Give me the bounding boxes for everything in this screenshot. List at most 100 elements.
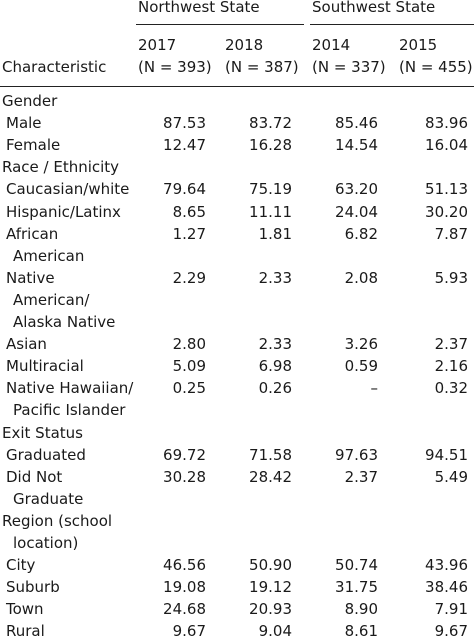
group-header-northwest: Northwest State [138,0,260,16]
table-cell: 7.87 [434,224,468,243]
table-cell: 6.82 [344,224,378,243]
row-label: Male [6,114,42,133]
row-label: Did Not [6,467,63,486]
table-cell: 16.28 [249,136,292,155]
table-cell: 2.29 [172,268,206,287]
table-cell: 1.27 [172,224,206,243]
table-cell: 11.11 [249,202,292,221]
table-cell: 83.72 [249,114,292,133]
row-label: Asian [6,335,47,354]
row-label: City [6,556,36,575]
col-header-n-2: (N = 337) [312,58,386,76]
col-header-year-0: 2017 [138,36,177,54]
table-cell: 8.65 [172,202,206,221]
table-cell: 94.51 [425,445,468,464]
table-cell: 85.46 [335,114,378,133]
row-label: Native [6,268,55,287]
table-cell: 2.16 [434,357,468,376]
table-cell: 6.98 [258,357,292,376]
table-cell: 5.93 [434,268,468,287]
table-cell: 12.47 [163,136,206,155]
table-cell: 0.59 [344,357,378,376]
row-label: Suburb [6,578,60,597]
table-cell: 51.13 [425,180,468,199]
table-cell: 8.90 [344,600,378,619]
table-cell: 8.61 [344,622,378,641]
row-label: Female [6,136,61,155]
section-heading: Race / Ethnicity [2,158,120,177]
table-cell: 0.32 [434,379,468,398]
row-label: Multiracial [6,357,84,376]
row-label: Pacific Islander [13,401,126,420]
table-cell: 2.33 [258,268,292,287]
table-cell: 28.42 [249,467,292,486]
table-cell: 2.33 [258,335,292,354]
col-header-n-1: (N = 387) [225,58,299,76]
table-cell: 9.67 [172,622,206,641]
table-cell: 2.37 [434,335,468,354]
row-label: African [6,224,59,243]
section-heading: Exit Status [2,423,83,442]
table-cell: 2.37 [344,467,378,486]
row-label: Rural [6,622,45,641]
table-cell: 7.91 [434,600,468,619]
row-label: Graduate [13,489,84,508]
table-cell: 2.80 [172,335,206,354]
header-rule [0,86,474,87]
table-cell: 14.54 [335,136,378,155]
table-cell: 9.67 [434,622,468,641]
table-cell: 24.68 [163,600,206,619]
table-cell: 43.96 [425,556,468,575]
table-cell: 0.25 [172,379,206,398]
table-cell: 20.93 [249,600,292,619]
col-header-n-3: (N = 455) [399,58,473,76]
table-cell: 69.72 [163,445,206,464]
row-label: Town [6,600,44,619]
table-cell: 31.75 [335,578,378,597]
group-header-southwest: Southwest State [312,0,436,16]
table-cell: 38.46 [425,578,468,597]
table-cell: 46.56 [163,556,206,575]
table-cell: 63.20 [335,180,378,199]
row-label: Graduated [6,445,86,464]
group-rule-northwest [136,24,304,25]
table-cell: 19.12 [249,578,292,597]
table-cell: 0.26 [258,379,292,398]
col-header-n-0: (N = 393) [138,58,212,76]
row-label: Alaska Native [13,313,116,331]
table-cell: 3.26 [344,335,378,354]
section-heading: Gender [2,92,58,110]
col-header-year-1: 2018 [225,36,264,54]
table-cell: 30.28 [163,467,206,486]
table-cell: 50.90 [249,556,292,575]
table-cell: – [370,379,379,398]
table-cell: 75.19 [249,180,292,199]
table-cell: 87.53 [163,114,206,133]
table-cell: 9.04 [258,622,292,641]
table-cell: 5.49 [434,467,468,486]
row-label: Hispanic/Latinx [6,202,121,221]
table-cell: 24.04 [335,202,378,221]
table-cell: 71.58 [249,445,292,464]
row-label: American [13,246,85,265]
section-heading: Region (school [2,511,113,530]
table-cell: 83.96 [425,114,468,133]
table-cell: 79.64 [163,180,206,199]
table-cell: 19.08 [163,578,206,597]
table-cell: 2.08 [344,268,378,287]
col-header-year-3: 2015 [399,36,438,54]
table-cell: 16.04 [425,136,468,155]
row-label: Native Hawaiian/ [6,379,134,398]
table-cell: 50.74 [335,556,378,575]
table-cell: 30.20 [425,202,468,221]
row-label: Caucasian/white [6,180,130,199]
table-cell: 5.09 [172,357,206,376]
table-cell: 1.81 [258,224,292,243]
group-rule-southwest [310,24,474,25]
table-cell: 97.63 [335,445,378,464]
characteristic-header: Characteristic [2,58,107,76]
row-label: American/ [13,290,90,309]
row-label: location) [13,534,79,552]
col-header-year-2: 2014 [312,36,351,54]
